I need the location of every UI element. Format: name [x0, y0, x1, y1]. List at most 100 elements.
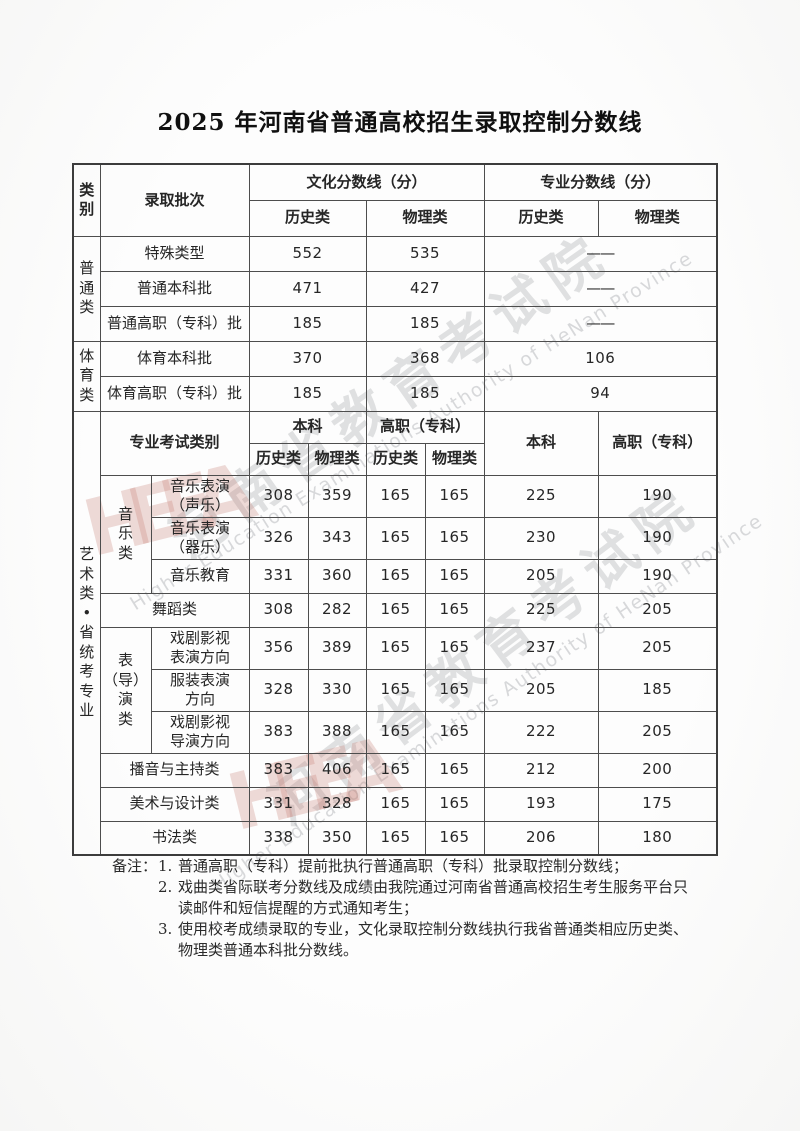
score-cell: 370	[248, 340, 367, 377]
score-cell: 165	[365, 516, 426, 560]
score-cell: 106	[483, 340, 718, 377]
table-row: 音乐教育 331 360 165 165 205 190	[73, 558, 718, 594]
score-cell: 185	[365, 375, 485, 412]
table-row: 舞蹈类 308 282 165 165 225 205	[73, 592, 718, 628]
score-cell: 383	[248, 710, 309, 754]
table-row: 书法类 338 350 165 165 206 180	[73, 820, 718, 856]
score-cell: 165	[424, 474, 485, 518]
note-item: 1. 普通高职（专科）提前批执行普通高职（专科）批录取控制分数线；	[158, 856, 698, 877]
score-cell: 343	[307, 516, 367, 560]
score-cell: 237	[483, 626, 599, 670]
table-row: 戏剧影视 导演方向 383 388 165 165 222 205	[73, 710, 718, 754]
score-cell: 165	[365, 592, 426, 628]
score-cell: 165	[365, 752, 426, 788]
header-art-benke-physics: 物理类	[307, 442, 367, 476]
score-table: 类 别 录取批次 文化分数线（分） 专业分数线（分） 历史类 物理类 历史类 物…	[72, 163, 719, 856]
major-label: 戏剧影视 表演方向	[150, 626, 250, 670]
score-cell: 225	[483, 592, 599, 628]
score-cell: 552	[248, 235, 367, 272]
notes-items: 1. 普通高职（专科）提前批执行普通高职（专科）批录取控制分数线； 2. 戏曲类…	[158, 856, 698, 961]
note-text: 戏曲类省际联考分数线及成绩由我院通过河南省普通高校招生考生服务平台只读邮件和短信…	[178, 878, 689, 917]
score-cell: 165	[424, 752, 485, 788]
score-cell: 535	[365, 235, 485, 272]
major-label: 服装表演 方向	[150, 668, 250, 712]
score-cell: ——	[483, 270, 718, 307]
score-cell: 185	[597, 668, 718, 712]
score-cell: 165	[424, 710, 485, 754]
score-cell: 205	[597, 710, 718, 754]
score-cell: 326	[248, 516, 309, 560]
header-art-gaozhi-history: 历史类	[365, 442, 426, 476]
header-art-major-gaozhi: 高职（专科）	[597, 410, 718, 476]
score-cell: ——	[483, 305, 718, 342]
score-cell: 331	[248, 558, 309, 594]
score-cell: 356	[248, 626, 309, 670]
score-cell: 165	[424, 786, 485, 822]
note-text: 使用校考成绩录取的专业，文化录取控制分数线执行我省普通类相应历史类、物理类普通本…	[178, 920, 689, 959]
score-cell: 185	[248, 305, 367, 342]
score-cell: 165	[365, 558, 426, 594]
batch-label: 特殊类型	[99, 235, 250, 272]
page-title: 2025 年河南省普通高校招生录取控制分数线	[157, 109, 643, 136]
note-item: 3. 使用校考成绩录取的专业，文化录取控制分数线执行我省普通类相应历史类、物理类…	[158, 919, 698, 961]
score-cell: 308	[248, 474, 309, 518]
score-cell: 383	[248, 752, 309, 788]
score-cell: 406	[307, 752, 367, 788]
score-cell: 165	[365, 710, 426, 754]
major-label: 播音与主持类	[99, 752, 250, 788]
batch-label: 体育高职（专科）批	[99, 375, 250, 412]
score-cell: 165	[424, 668, 485, 712]
score-cell: 165	[424, 820, 485, 856]
major-label: 音乐表演 （器乐）	[150, 516, 250, 560]
score-cell: 165	[424, 558, 485, 594]
table-row: 音乐表演 （器乐） 326 343 165 165 230 190	[73, 516, 718, 560]
score-cell: 180	[597, 820, 718, 856]
major-label: 戏剧影视 导演方向	[150, 710, 250, 754]
score-cell: 205	[597, 626, 718, 670]
table-row: 服装表演 方向 328 330 165 165 205 185	[73, 668, 718, 712]
score-cell: 165	[424, 626, 485, 670]
header-batch: 录取批次	[99, 163, 250, 237]
score-cell: 165	[365, 820, 426, 856]
header-art-benke: 本科	[248, 410, 367, 444]
score-cell: 205	[483, 668, 599, 712]
score-cell: 205	[483, 558, 599, 594]
score-cell: 190	[597, 558, 718, 594]
score-cell: 206	[483, 820, 599, 856]
header-culture-score: 文化分数线（分）	[248, 163, 485, 201]
header-art-gaozhi: 高职（专科）	[365, 410, 485, 444]
score-cell: 190	[597, 516, 718, 560]
score-cell: ——	[483, 235, 718, 272]
header-culture-history: 历史类	[248, 199, 367, 237]
score-cell: 175	[597, 786, 718, 822]
table-row: 音 乐 类 音乐表演 （声乐） 308 359 165 165 225 190	[73, 474, 718, 594]
table-row: 美术与设计类 331 328 165 165 193 175	[73, 786, 718, 822]
score-cell: 328	[248, 668, 309, 712]
score-cell: 165	[365, 474, 426, 518]
score-cell: 165	[365, 668, 426, 712]
major-label: 音乐教育	[150, 558, 250, 594]
major-label: 美术与设计类	[99, 786, 250, 822]
category-general: 普 通 类	[72, 235, 101, 342]
table-row: 表 （导） 演 类 戏剧影视 表演方向 356 389 165 165 237 …	[73, 626, 718, 754]
score-cell: 282	[307, 592, 367, 628]
header-culture-physics: 物理类	[365, 199, 485, 237]
score-cell: 165	[424, 516, 485, 560]
table-header-row-2: 历史类 物理类 历史类 物理类	[73, 199, 718, 237]
score-cell: 165	[424, 592, 485, 628]
score-cell: 330	[307, 668, 367, 712]
score-cell: 185	[248, 375, 367, 412]
score-cell: 360	[307, 558, 367, 594]
header-major-physics: 物理类	[597, 199, 718, 237]
group-music: 音 乐 类	[99, 474, 152, 594]
batch-label: 普通高职（专科）批	[99, 305, 250, 342]
header-art-gaozhi-physics: 物理类	[424, 442, 485, 476]
note-text: 普通高职（专科）提前批执行普通高职（专科）批录取控制分数线；	[178, 857, 629, 875]
art-header-row-2: 历史类 物理类 历史类 物理类	[73, 442, 717, 476]
score-cell: 190	[597, 474, 718, 518]
header-major-history: 历史类	[483, 199, 599, 237]
notes-label: 备注：	[112, 857, 158, 875]
score-cell: 368	[365, 340, 485, 377]
header-exam-category: 专业考试类别	[99, 410, 250, 476]
